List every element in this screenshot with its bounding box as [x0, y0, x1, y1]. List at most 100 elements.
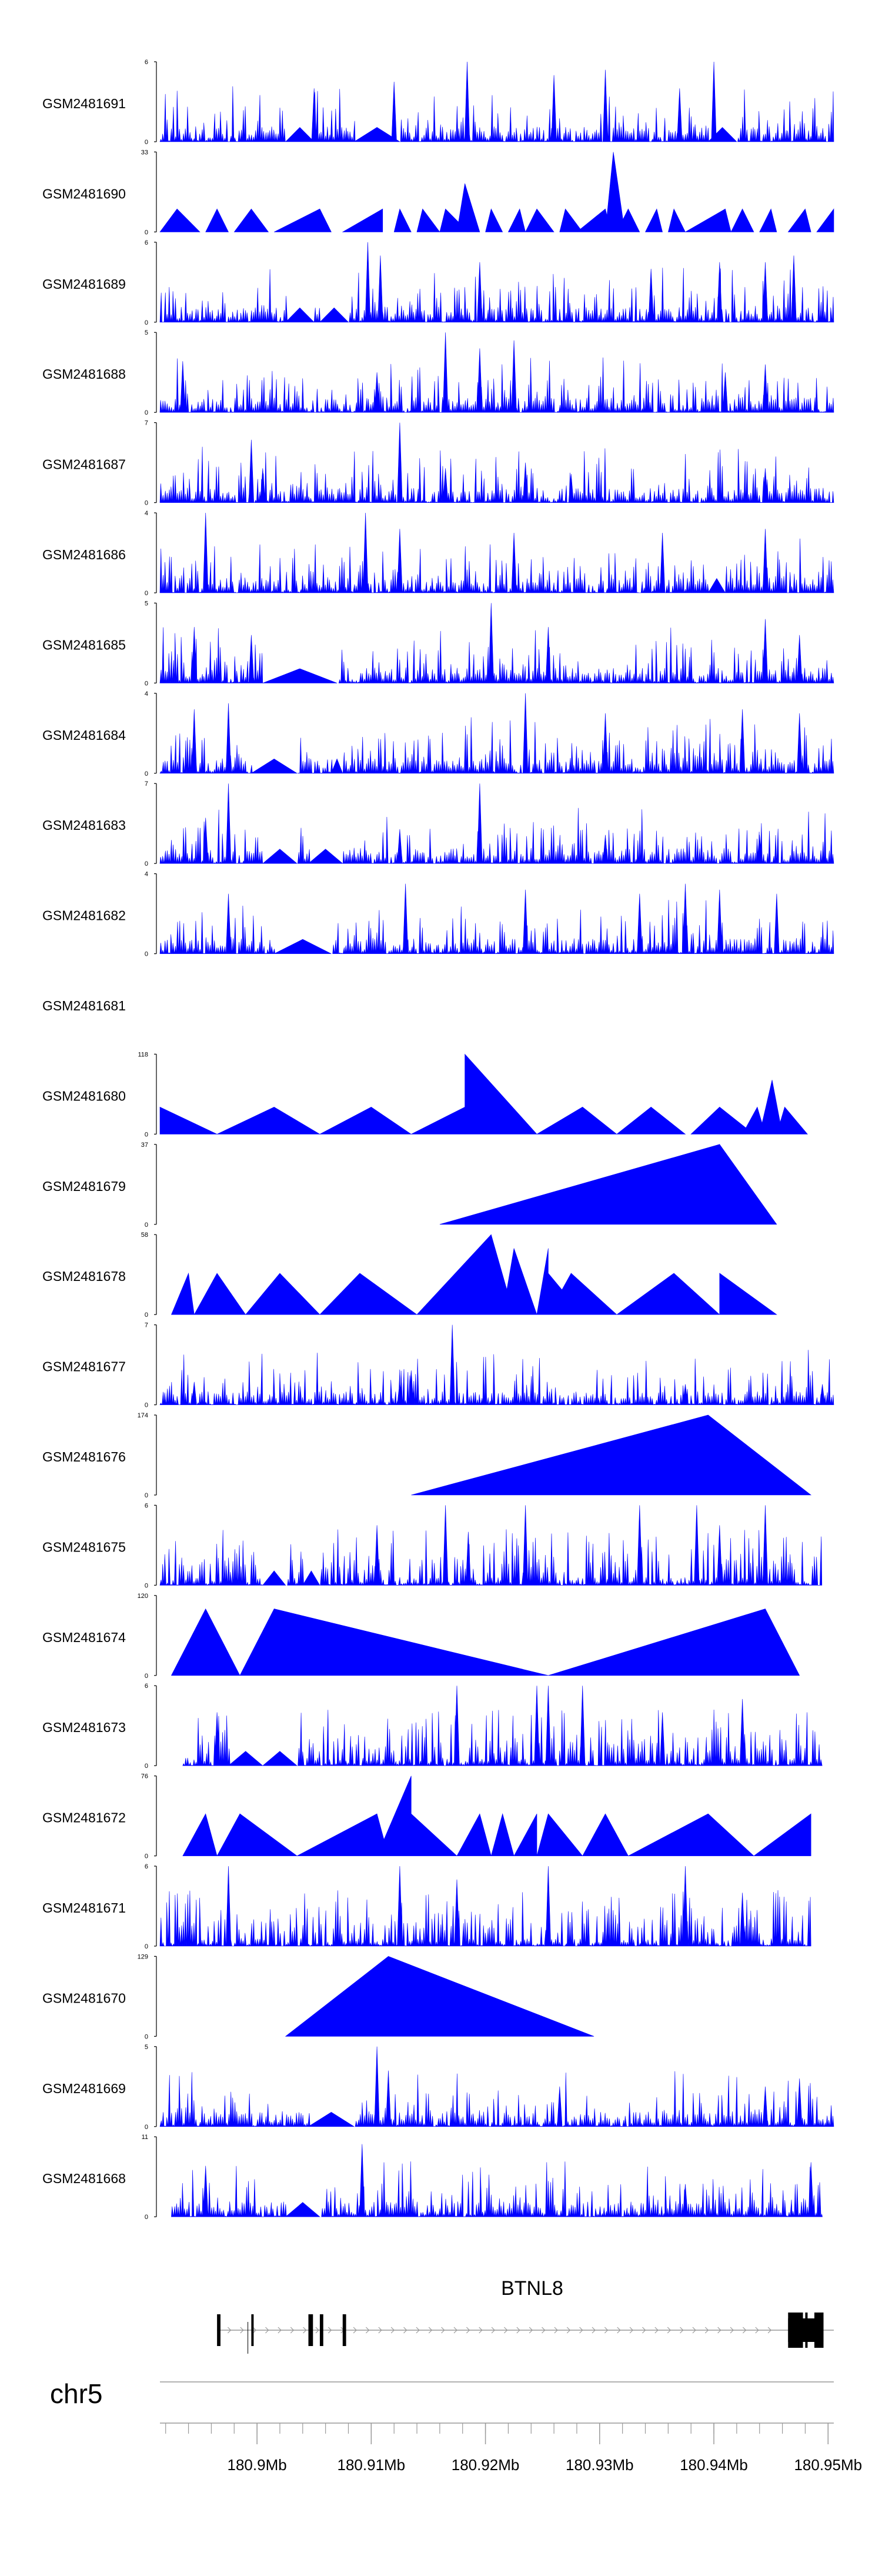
strand-arrow: [491, 2327, 495, 2334]
strand-arrow: [730, 2327, 734, 2334]
strand-arrow: [755, 2327, 759, 2334]
track-name: GSM2481685: [42, 637, 126, 652]
y-max-label: 11: [142, 2134, 148, 2141]
track-name: GSM2481673: [42, 1720, 126, 1735]
y-zero-label: 0: [145, 2214, 148, 2221]
strand-arrow: [303, 2327, 307, 2334]
y-zero-label: 0: [145, 1131, 148, 1138]
signal-area: [159, 883, 834, 954]
track-GSM2481682: GSM2481682 4 0: [42, 871, 834, 958]
strand-arrow: [228, 2327, 232, 2334]
strand-arrow: [542, 2327, 546, 2334]
track-GSM2481674: GSM2481674 120 0: [42, 1593, 800, 1680]
track-GSM2481668: GSM2481668 11 0: [42, 2134, 823, 2221]
y-zero-label: 0: [145, 1312, 148, 1319]
signal-area: [171, 1234, 777, 1315]
y-max-label: 33: [141, 149, 148, 156]
strand-arrow: [667, 2327, 671, 2334]
strand-arrow: [554, 2327, 558, 2334]
y-zero-label: 0: [145, 2124, 148, 2131]
strand-arrow: [466, 2327, 470, 2334]
y-zero-label: 0: [145, 229, 148, 236]
strand-arrow: [566, 2327, 571, 2334]
y-zero-label: 0: [145, 1582, 148, 1589]
track-name: GSM2481675: [42, 1539, 126, 1554]
signal-area: [159, 1324, 834, 1405]
y-zero-label: 0: [145, 1402, 148, 1409]
strand-arrow: [378, 2327, 382, 2334]
x-tick-label: 180.94Mb: [680, 2456, 748, 2474]
track-GSM2481672: GSM2481672 76 0: [42, 1773, 811, 1860]
strand-arrow: [353, 2327, 357, 2334]
track-name: GSM2481678: [42, 1269, 126, 1284]
signal-area: [159, 332, 834, 413]
strand-arrow: [629, 2327, 633, 2334]
signal-area: [159, 422, 834, 503]
y-zero-label: 0: [145, 2033, 148, 2040]
track-GSM2481685: GSM2481685 5 0: [42, 600, 834, 687]
track-name: GSM2481682: [42, 908, 126, 923]
track-name: GSM2481691: [42, 96, 126, 111]
track-GSM2481670: GSM2481670 129 0: [42, 1953, 594, 2040]
track-name: GSM2481671: [42, 1900, 126, 1916]
track-GSM2481680: GSM2481680 118 0: [42, 1051, 808, 1138]
y-max-label: 6: [145, 1502, 148, 1509]
y-zero-label: 0: [145, 500, 148, 507]
track-GSM2481671: GSM2481671 6 0: [42, 1863, 811, 1950]
strand-arrow: [529, 2327, 533, 2334]
track-name: GSM2481686: [42, 547, 126, 562]
track-name: GSM2481689: [42, 276, 126, 292]
track-GSM2481683: GSM2481683 7 0: [42, 780, 834, 867]
strand-arrow: [704, 2327, 709, 2334]
signal-area: [182, 1686, 823, 1766]
signal-area: [159, 603, 834, 683]
y-zero-label: 0: [145, 1673, 148, 1680]
strand-arrow: [390, 2327, 395, 2334]
strand-arrow: [428, 2327, 433, 2334]
y-max-label: 58: [141, 1232, 148, 1239]
strand-arrow: [504, 2327, 508, 2334]
y-max-label: 6: [145, 239, 148, 246]
x-tick-label: 180.9Mb: [228, 2456, 287, 2474]
strand-arrow: [479, 2327, 483, 2334]
track-name: GSM2481677: [42, 1359, 126, 1374]
strand-arrow: [767, 2327, 772, 2334]
exon: [342, 2314, 346, 2346]
strand-arrow: [240, 2327, 244, 2334]
y-max-label: 174: [138, 1412, 148, 1419]
strand-arrow: [692, 2327, 696, 2334]
y-max-label: 120: [138, 1593, 148, 1600]
y-max-label: 129: [138, 1953, 148, 1960]
track-name: GSM2481668: [42, 2171, 126, 2186]
track-name: GSM2481687: [42, 457, 126, 472]
strand-arrow: [592, 2327, 596, 2334]
track-name: GSM2481681: [42, 998, 126, 1013]
y-zero-label: 0: [145, 139, 148, 146]
strand-arrow: [416, 2327, 420, 2334]
y-max-label: 7: [145, 420, 148, 427]
track-name: GSM2481670: [42, 1990, 126, 2006]
chromosome-label: chr5: [50, 2378, 102, 2409]
strand-arrow: [516, 2327, 520, 2334]
signal-area: [411, 1414, 812, 1496]
track-GSM2481669: GSM2481669 5 0: [42, 2044, 834, 2131]
strand-arrow: [654, 2327, 659, 2334]
strand-arrow: [642, 2327, 646, 2334]
track-name: GSM2481684: [42, 728, 126, 743]
strand-arrow: [315, 2327, 319, 2334]
gene-label: BTNL8: [501, 2277, 563, 2300]
x-tick-label: 180.91Mb: [338, 2456, 406, 2474]
y-max-label: 4: [145, 690, 148, 698]
signal-area: [159, 1866, 811, 1947]
y-zero-label: 0: [145, 1943, 148, 1950]
signal-area: [159, 1053, 808, 1134]
track-GSM2481690: GSM2481690 33 0: [42, 149, 834, 236]
strand-arrow: [278, 2327, 282, 2334]
strand-arrow: [265, 2327, 269, 2334]
x-tick-label: 180.93Mb: [566, 2456, 634, 2474]
y-zero-label: 0: [145, 770, 148, 778]
y-max-label: 118: [138, 1051, 148, 1058]
y-zero-label: 0: [145, 1492, 148, 1499]
exon-utr: [788, 2318, 824, 2342]
